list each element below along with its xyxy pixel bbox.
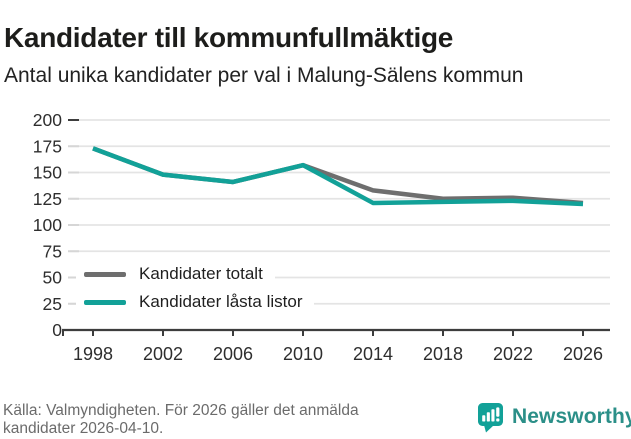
legend-item-kandidater-lasta-listor: Kandidater låsta listor [76, 289, 315, 315]
legend-label: Kandidater låsta listor [139, 292, 303, 311]
legend-line-swatch-teal [84, 299, 126, 305]
x-tick-label: 1998 [73, 344, 113, 364]
y-tick-label: 125 [33, 189, 62, 209]
x-tick-label: 2026 [563, 344, 603, 364]
chart-legend: Kandidater totalt Kandidater låsta listo… [76, 261, 315, 315]
newsworthy-wordmark: Newsworthy [512, 405, 631, 428]
x-tick-label: 2014 [353, 344, 393, 364]
legend-label: Kandidater totalt [139, 264, 263, 283]
legend-item-kandidater-totalt: Kandidater totalt [76, 261, 275, 287]
series-line-kandidater-l-sta-listor [92, 146, 584, 207]
y-tick-label: 100 [33, 215, 62, 235]
y-tick-label: 75 [43, 241, 62, 261]
source-note: Källa: Valmyndigheten. För 2026 gäller d… [3, 402, 359, 437]
x-tick-label: 2022 [493, 344, 533, 364]
newsworthy-logo-link[interactable]: Newsworthy [477, 400, 631, 434]
y-tick-label: 150 [33, 163, 62, 183]
page-subtitle: Antal unika kandidater per val i Malung-… [4, 64, 524, 87]
legend-line-swatch-gray [84, 271, 126, 277]
y-tick-label: 50 [43, 268, 63, 288]
y-tick-label: 25 [43, 294, 62, 314]
y-tick-label: 175 [33, 136, 62, 156]
x-tick-label: 2006 [213, 344, 253, 364]
newsworthy-icon [478, 402, 503, 432]
page-title: Kandidater till kommunfullmäktige [4, 21, 454, 53]
x-tick-label: 2002 [143, 344, 183, 364]
x-tick-label: 2018 [423, 344, 463, 364]
x-tick-label: 2010 [283, 344, 323, 364]
y-tick-label: 200 [33, 110, 62, 130]
y-tick-label: 0 [52, 320, 62, 340]
